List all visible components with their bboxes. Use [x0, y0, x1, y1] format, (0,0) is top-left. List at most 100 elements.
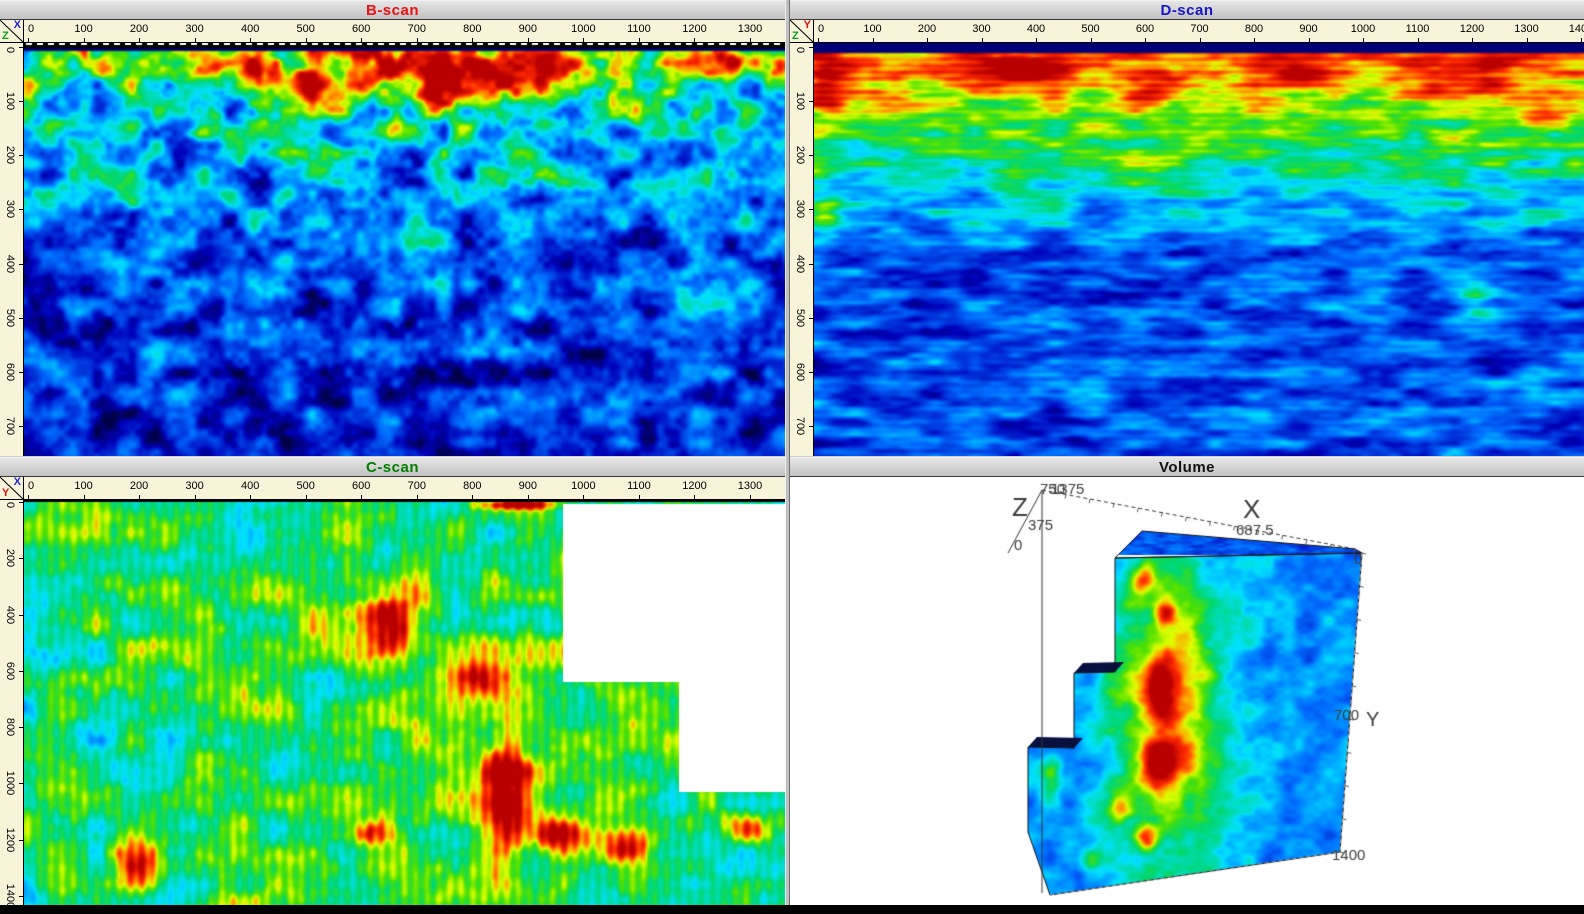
- tick-label: 400: [4, 254, 16, 273]
- tick-label: 1100: [627, 23, 651, 35]
- tick-label: 400: [240, 480, 260, 492]
- tick-mark: [250, 495, 252, 499]
- bscan-axis-corner: X Z: [0, 20, 24, 43]
- tick-label: 500: [4, 308, 16, 327]
- tick-label: 200: [917, 23, 937, 35]
- tick-label: 1300: [737, 23, 763, 35]
- tick-mark: [583, 38, 585, 42]
- cscan-titlebar: C-scan: [0, 457, 785, 477]
- volume-3d-view[interactable]: [790, 477, 1584, 905]
- tick-label: 100: [863, 23, 882, 35]
- tick-label: 1200: [4, 827, 16, 852]
- tick-label: 800: [463, 480, 482, 492]
- bscan-title: B-scan: [365, 2, 420, 19]
- dscan-v-ruler: 0 100 200 300 400 500 600 700: [790, 43, 814, 456]
- cscan-v-ruler: 0 200 400 600 800 1000 1200 1400: [0, 500, 24, 905]
- tick-mark: [83, 38, 85, 42]
- tick-label: 600: [794, 362, 806, 382]
- tick-label: 0: [818, 23, 825, 35]
- tick-mark: [361, 38, 363, 42]
- tick-mark: [28, 495, 29, 499]
- tick-label: 400: [794, 254, 806, 273]
- tick-mark: [19, 727, 23, 729]
- tick-mark: [809, 317, 813, 319]
- tick-label: 700: [4, 416, 16, 436]
- tick-label: 1100: [1405, 23, 1430, 35]
- cscan-h-ruler: 0 100 200 300 400 500 600 700 800 900 1000 1100 1200…: [24, 477, 785, 500]
- tick-label: 0: [28, 480, 35, 492]
- tick-label: 1400: [4, 883, 16, 905]
- dscan-plot[interactable]: [814, 43, 1584, 456]
- tick-label: 1400: [1568, 23, 1584, 35]
- tick-mark: [809, 155, 813, 157]
- tick-label: 300: [972, 23, 991, 35]
- tick-mark: [809, 101, 813, 103]
- tick-mark: [527, 495, 529, 499]
- tick-mark: [472, 38, 474, 42]
- tick-label: 600: [352, 480, 371, 492]
- tick-label: 100: [74, 23, 93, 35]
- tick-mark: [809, 47, 813, 48]
- dscan-h-ruler: 0 100 200 300 400 500 600 700 800 900 1000 1100 1200…: [814, 20, 1584, 43]
- tick-label: 200: [4, 549, 16, 568]
- corner-diagonal-icon: [0, 477, 24, 500]
- bscan-plot[interactable]: [24, 43, 785, 456]
- cscan-plot[interactable]: [24, 500, 785, 905]
- tick-mark: [1145, 38, 1146, 42]
- tick-mark: [694, 38, 696, 42]
- tick-label: 400: [240, 23, 260, 35]
- tick-mark: [19, 839, 23, 841]
- tick-label: 600: [4, 661, 16, 681]
- tick-mark: [19, 371, 23, 373]
- tick-label: 800: [463, 23, 482, 35]
- tick-mark: [583, 495, 585, 499]
- tick-mark: [19, 209, 23, 211]
- tick-mark: [19, 425, 23, 427]
- dscan-h-axis-letter: Y: [803, 19, 811, 31]
- bscan-v-ruler: 0 100 200 300 400 500 600 700: [0, 43, 24, 456]
- tick-mark: [19, 155, 23, 157]
- tick-label: 500: [296, 23, 315, 35]
- tick-label: 600: [1135, 23, 1155, 35]
- bscan-h-ruler: 0 100 200 300 400 500 600 700 800 900 1000 1100 1200…: [24, 20, 785, 43]
- tick-label: 200: [4, 146, 16, 165]
- tick-label: 1200: [1459, 23, 1485, 35]
- tick-mark: [19, 614, 23, 616]
- tick-label: 100: [4, 91, 16, 111]
- dscan-v-axis-letter: Z: [792, 30, 799, 42]
- tick-mark: [750, 38, 752, 42]
- tick-mark: [19, 47, 23, 48]
- tick-label: 300: [4, 200, 16, 219]
- tick-label: 900: [518, 480, 538, 492]
- tick-mark: [1472, 38, 1473, 42]
- cscan-panel: C-scan X Y 0 100 200 300 400 500 600 700 800 900 1…: [0, 457, 785, 905]
- tick-mark: [1417, 38, 1419, 42]
- tick-label: 1000: [4, 771, 16, 796]
- tick-label: 1200: [682, 23, 707, 35]
- cscan-h-axis-letter: X: [13, 476, 21, 488]
- bscan-v-axis-letter: Z: [2, 30, 9, 42]
- tick-mark: [19, 783, 23, 785]
- tick-label: 800: [4, 717, 16, 737]
- cscan-title: C-scan: [365, 459, 420, 476]
- dscan-panel: D-scan Y Z 0 100 200 300 400 500 600 700 800 900 1…: [790, 0, 1584, 456]
- tick-mark: [1526, 38, 1528, 42]
- tick-mark: [809, 371, 813, 373]
- tick-label: 300: [185, 23, 204, 35]
- cscan-v-axis-letter: Y: [2, 487, 10, 499]
- tick-label: 200: [129, 480, 149, 492]
- tick-mark: [194, 38, 196, 42]
- corner-diagonal-icon: [790, 20, 814, 43]
- tick-label: 900: [1299, 23, 1318, 35]
- dscan-titlebar: D-scan: [790, 0, 1584, 20]
- tick-label: 600: [352, 23, 371, 35]
- tick-mark: [19, 558, 23, 560]
- tick-mark: [527, 38, 529, 42]
- panel-splitter[interactable]: [785, 0, 790, 905]
- tick-mark: [416, 495, 418, 499]
- volume-panel: Volume: [790, 457, 1584, 905]
- tick-mark: [1363, 38, 1364, 42]
- tick-mark: [361, 495, 363, 499]
- tick-mark: [194, 495, 196, 499]
